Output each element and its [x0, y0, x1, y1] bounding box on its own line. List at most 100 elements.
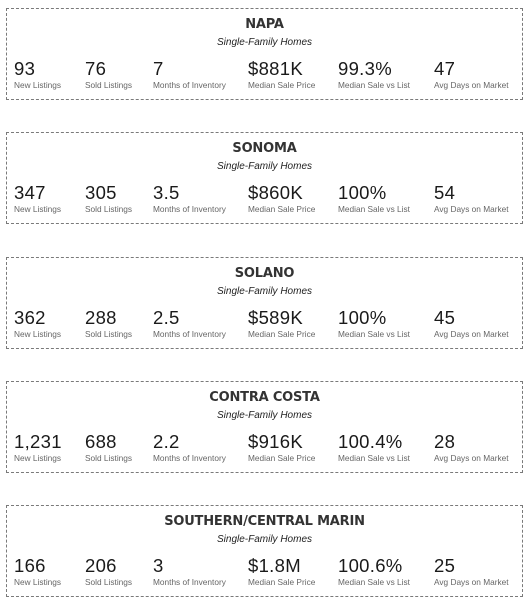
stat-value: 2.2: [153, 431, 180, 452]
stat-label: Months of Inventory: [153, 80, 226, 90]
region-title: SONOMA: [232, 141, 297, 156]
stat-value: 362: [14, 307, 46, 328]
stat-sold-listings: 288 Sold Listings: [85, 307, 133, 340]
stat-sold-listings: 206 Sold Listings: [85, 555, 133, 588]
stat-value: 3: [153, 555, 164, 576]
stat-median-sale-price: $1.8M Median Sale Price: [248, 555, 316, 588]
stat-median-sale-vs-list: 100% Median Sale vs List: [338, 182, 410, 215]
stat-label: Sold Listings: [85, 577, 133, 587]
stat-label: New Listings: [14, 80, 62, 90]
stat-value: 100.6%: [338, 555, 403, 576]
stat-avg-days-on-market: 45 Avg Days on Market: [434, 307, 509, 340]
stat-value: 54: [434, 182, 456, 203]
stat-label: Median Sale vs List: [338, 329, 410, 339]
region-card-contra-costa: CONTRA COSTA Single-Family Homes 1,231 Ne…: [6, 381, 523, 473]
stat-label: Avg Days on Market: [434, 453, 509, 463]
stat-value: 347: [14, 182, 46, 203]
stat-label: Avg Days on Market: [434, 577, 509, 587]
region-title: NAPA: [245, 17, 284, 32]
region-card-solano: SOLANO Single-Family Homes 362 New Listin…: [6, 257, 523, 349]
stat-value: 166: [14, 555, 46, 576]
stat-label: Median Sale vs List: [338, 204, 410, 214]
stat-median-sale-price: $916K Median Sale Price: [248, 431, 316, 464]
region-card-southern-central-marin: SOUTHERN/CENTRAL MARIN Single-Family Hom…: [6, 505, 523, 597]
stat-label: Months of Inventory: [153, 204, 226, 214]
stat-value: 47: [434, 58, 456, 79]
stat-new-listings: 362 New Listings: [14, 307, 62, 340]
stat-value: 1,231: [14, 431, 62, 452]
stat-value: 100%: [338, 182, 387, 203]
stat-label: Avg Days on Market: [434, 204, 509, 214]
stat-value: $860K: [248, 182, 303, 203]
stat-label: Sold Listings: [85, 80, 133, 90]
stat-avg-days-on-market: 54 Avg Days on Market: [434, 182, 509, 215]
region-subtitle: Single-Family Homes: [216, 286, 313, 297]
stat-median-sale-vs-list: 100% Median Sale vs List: [338, 307, 410, 340]
stat-value: $1.8M: [248, 555, 301, 576]
stat-label: Months of Inventory: [153, 329, 226, 339]
stat-value: 305: [85, 182, 117, 203]
stat-value: 288: [85, 307, 117, 328]
stat-value: 100%: [338, 307, 387, 328]
stat-value: 688: [85, 431, 117, 452]
stat-value: $589K: [248, 307, 303, 328]
stat-median-sale-price: $881K Median Sale Price: [248, 58, 316, 91]
region-subtitle: Single-Family Homes: [216, 410, 313, 421]
stat-value: $916K: [248, 431, 303, 452]
stat-new-listings: 1,231 New Listings: [14, 431, 62, 464]
stat-sold-listings: 76 Sold Listings: [85, 58, 133, 91]
stat-label: Months of Inventory: [153, 453, 226, 463]
stat-median-sale-vs-list: 99.3% Median Sale vs List: [338, 59, 410, 91]
stat-label: Median Sale Price: [248, 80, 316, 90]
stat-label: New Listings: [14, 204, 62, 214]
stat-value: 76: [85, 58, 107, 79]
stat-label: Median Sale Price: [248, 577, 316, 587]
stat-avg-days-on-market: 47 Avg Days on Market: [434, 58, 509, 91]
region-title: SOUTHERN/CENTRAL MARIN: [164, 514, 365, 529]
stat-label: Median Sale vs List: [338, 80, 410, 90]
stat-label: New Listings: [14, 577, 62, 587]
stat-value: 2.5: [153, 307, 180, 328]
stat-avg-days-on-market: 25 Avg Days on Market: [434, 555, 509, 588]
stat-median-sale-vs-list: 100.4% Median Sale vs List: [338, 431, 410, 464]
stat-label: Sold Listings: [85, 453, 133, 463]
stat-new-listings: 166 New Listings: [14, 555, 62, 588]
stat-label: New Listings: [14, 329, 62, 339]
stat-median-sale-price: $860K Median Sale Price: [248, 182, 316, 215]
stat-label: Avg Days on Market: [434, 329, 509, 339]
stat-label: Median Sale Price: [248, 204, 316, 214]
stat-value: 45: [434, 307, 456, 328]
region-subtitle: Single-Family Homes: [216, 161, 313, 172]
stat-value: 3.5: [153, 182, 180, 203]
region-card-sonoma: SONOMA Single-Family Homes 347 New Listin…: [6, 132, 523, 224]
region-title: SOLANO: [234, 266, 295, 281]
stat-value: $881K: [248, 58, 303, 79]
stat-months-of-inventory: 3.5 Months of Inventory: [153, 182, 226, 215]
stat-label: New Listings: [14, 453, 62, 463]
stat-label: Months of Inventory: [153, 577, 226, 587]
stat-label: Sold Listings: [85, 204, 133, 214]
stat-avg-days-on-market: 28 Avg Days on Market: [434, 431, 509, 464]
region-subtitle: Single-Family Homes: [216, 37, 313, 48]
stat-median-sale-price: $589K Median Sale Price: [248, 307, 316, 340]
stat-value: 28: [434, 431, 456, 452]
stat-label: Avg Days on Market: [434, 80, 509, 90]
stat-new-listings: 347 New Listings: [14, 182, 62, 215]
region-subtitle: Single-Family Homes: [216, 534, 313, 545]
stat-value: 93: [14, 58, 36, 79]
stat-value: 100.4%: [338, 431, 403, 452]
stat-label: Median Sale Price: [248, 329, 316, 339]
stat-value: 25: [434, 555, 456, 576]
region-card-napa: NAPA Single-Family Homes 93 New Listings …: [6, 8, 523, 100]
stat-new-listings: 93 New Listings: [14, 58, 62, 91]
stat-median-sale-vs-list: 100.6% Median Sale vs List: [338, 555, 410, 588]
stat-label: Median Sale vs List: [338, 577, 410, 587]
stat-months-of-inventory: 2.5 Months of Inventory: [153, 307, 226, 340]
stat-label: Sold Listings: [85, 329, 133, 339]
stat-sold-listings: 688 Sold Listings: [85, 431, 133, 464]
stat-label: Median Sale vs List: [338, 453, 410, 463]
stat-label: Median Sale Price: [248, 453, 316, 463]
stat-value: 206: [85, 555, 117, 576]
stat-value: 7: [153, 58, 164, 79]
stat-months-of-inventory: 2.2 Months of Inventory: [153, 431, 226, 464]
